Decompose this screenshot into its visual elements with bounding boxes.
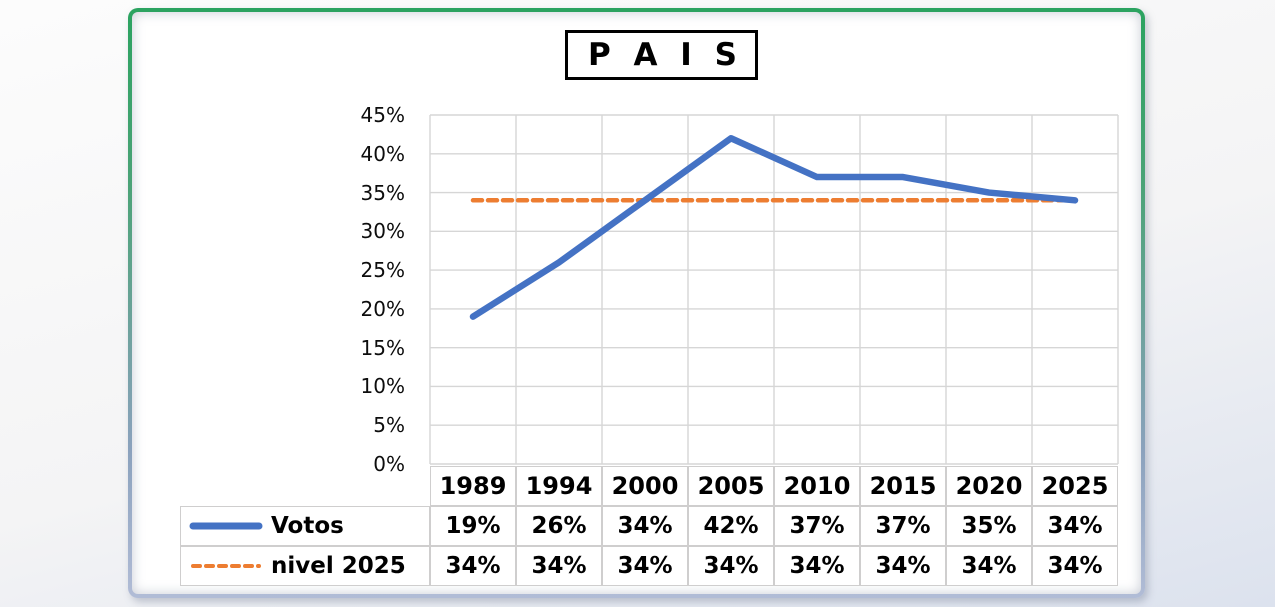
y-axis-tick: 15%	[360, 335, 405, 360]
chart-title: P A I S	[565, 30, 758, 80]
year-header-cell: 2010	[774, 466, 860, 506]
votos-value-cell: 37%	[774, 506, 860, 546]
nivel-value-cell: 34%	[860, 546, 946, 586]
nivel-value-cell: 34%	[430, 546, 516, 586]
y-axis-tick: 30%	[360, 219, 405, 244]
y-axis: 45% 40% 35% 30% 25% 20% 15% 10% 5% 0%	[295, 103, 405, 476]
year-header-cell: 2005	[688, 466, 774, 506]
nivel-value-cell: 34%	[774, 546, 860, 586]
year-header-cell: 2015	[860, 466, 946, 506]
series-line-votos	[469, 135, 1079, 320]
year-header-cell: 2025	[1032, 466, 1118, 506]
y-axis-tick: 25%	[360, 258, 405, 283]
votos-value-cell: 35%	[946, 506, 1032, 546]
nivel-value-cell: 34%	[1032, 546, 1118, 586]
votos-value-cell: 42%	[688, 506, 774, 546]
y-axis-tick: 20%	[360, 296, 405, 321]
y-axis-tick: 10%	[360, 374, 405, 399]
legend-label: Votos	[271, 513, 344, 539]
legend-label: nivel 2025	[271, 553, 406, 579]
nivel-value-cell: 34%	[688, 546, 774, 586]
legend-item-votos: Votos	[180, 506, 430, 546]
votos-value-cell: 34%	[602, 506, 688, 546]
table-spacer	[180, 466, 430, 506]
year-header-cell: 1989	[430, 466, 516, 506]
votos-value-cell: 26%	[516, 506, 602, 546]
nivel-value-cell: 34%	[516, 546, 602, 586]
votos-value-cell: 37%	[860, 506, 946, 546]
data-table: 1989 1994 2000 2005 2010 2015 2020 2025 …	[180, 466, 1118, 586]
votos-value-cell: 34%	[1032, 506, 1118, 546]
year-header-cell: 1994	[516, 466, 602, 506]
y-axis-tick: 40%	[360, 141, 405, 166]
nivel-value-cell: 34%	[946, 546, 1032, 586]
y-axis-tick: 45%	[360, 103, 405, 127]
y-axis-tick: 35%	[360, 180, 405, 205]
year-header-cell: 2000	[602, 466, 688, 506]
chart-frame	[128, 8, 1145, 598]
year-header-cell: 2020	[946, 466, 1032, 506]
votos-solid-line-icon	[188, 520, 264, 532]
plot-area	[429, 114, 1119, 465]
nivel-dashed-line-icon	[188, 560, 264, 572]
y-axis-tick: 5%	[373, 413, 405, 438]
legend-item-nivel-2025: nivel 2025	[180, 546, 430, 586]
votos-value-cell: 19%	[430, 506, 516, 546]
y-axis-tick: 0%	[373, 451, 405, 476]
nivel-value-cell: 34%	[602, 546, 688, 586]
